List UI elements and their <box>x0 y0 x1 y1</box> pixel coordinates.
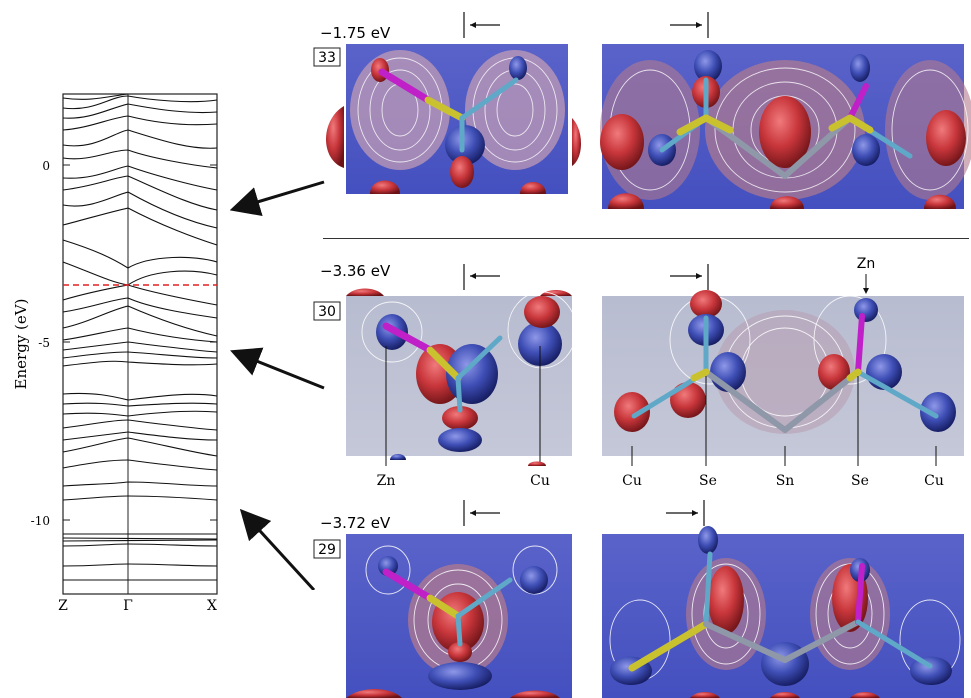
atom-label-cu-2: Cu <box>924 473 944 489</box>
plot-frame <box>62 93 218 595</box>
atom-label-top-zn: Zn <box>857 256 875 272</box>
arrow-panel-30 <box>230 347 325 390</box>
band-lines <box>62 93 218 581</box>
atom-label-cu-1: Cu <box>622 473 642 489</box>
panel-29: −3.72 eV 29 <box>313 500 964 698</box>
band-index-30: 30 <box>318 304 336 320</box>
energy-label-33: −1.75 eV <box>320 24 391 42</box>
band-structure-plot: 0 -5 -10 Z Γ X Energy (eV) <box>12 93 218 614</box>
panel-divider <box>323 238 969 239</box>
panel-33: −1.75 eV 33 <box>313 12 971 209</box>
xtick-label-x: X <box>207 598 217 614</box>
ytick-label-0: 0 <box>42 159 50 173</box>
atom-label-zn: Zn <box>377 473 396 489</box>
band-index-box-29 <box>313 539 341 559</box>
energy-label-30: −3.36 eV <box>320 262 391 280</box>
atom-label-se-2: Se <box>851 473 869 489</box>
panel-30: −3.36 eV 30 Zn <box>313 256 964 489</box>
energy-label-29: −3.72 eV <box>320 514 391 532</box>
ytick-label-minus5: -5 <box>38 336 50 350</box>
ytick-label-minus10: -10 <box>31 514 50 528</box>
band-index-33: 33 <box>318 50 336 66</box>
atom-label-cu-left: Cu <box>530 473 550 489</box>
y-axis-label: Energy (eV) <box>12 299 30 390</box>
atom-label-sn: Sn <box>776 473 795 489</box>
band-index-29: 29 <box>318 542 336 558</box>
arrow-panel-33 <box>230 180 325 217</box>
band-index-box-30 <box>313 301 341 321</box>
connector-arrows <box>230 180 325 590</box>
orbital-panels: −1.75 eV 33 <box>313 12 971 698</box>
xtick-label-gamma: Γ <box>123 598 133 614</box>
band-index-box-33 <box>313 47 341 67</box>
arrow-panel-29 <box>239 508 316 590</box>
atom-label-se-1: Se <box>699 473 717 489</box>
xtick-label-z: Z <box>58 598 68 614</box>
